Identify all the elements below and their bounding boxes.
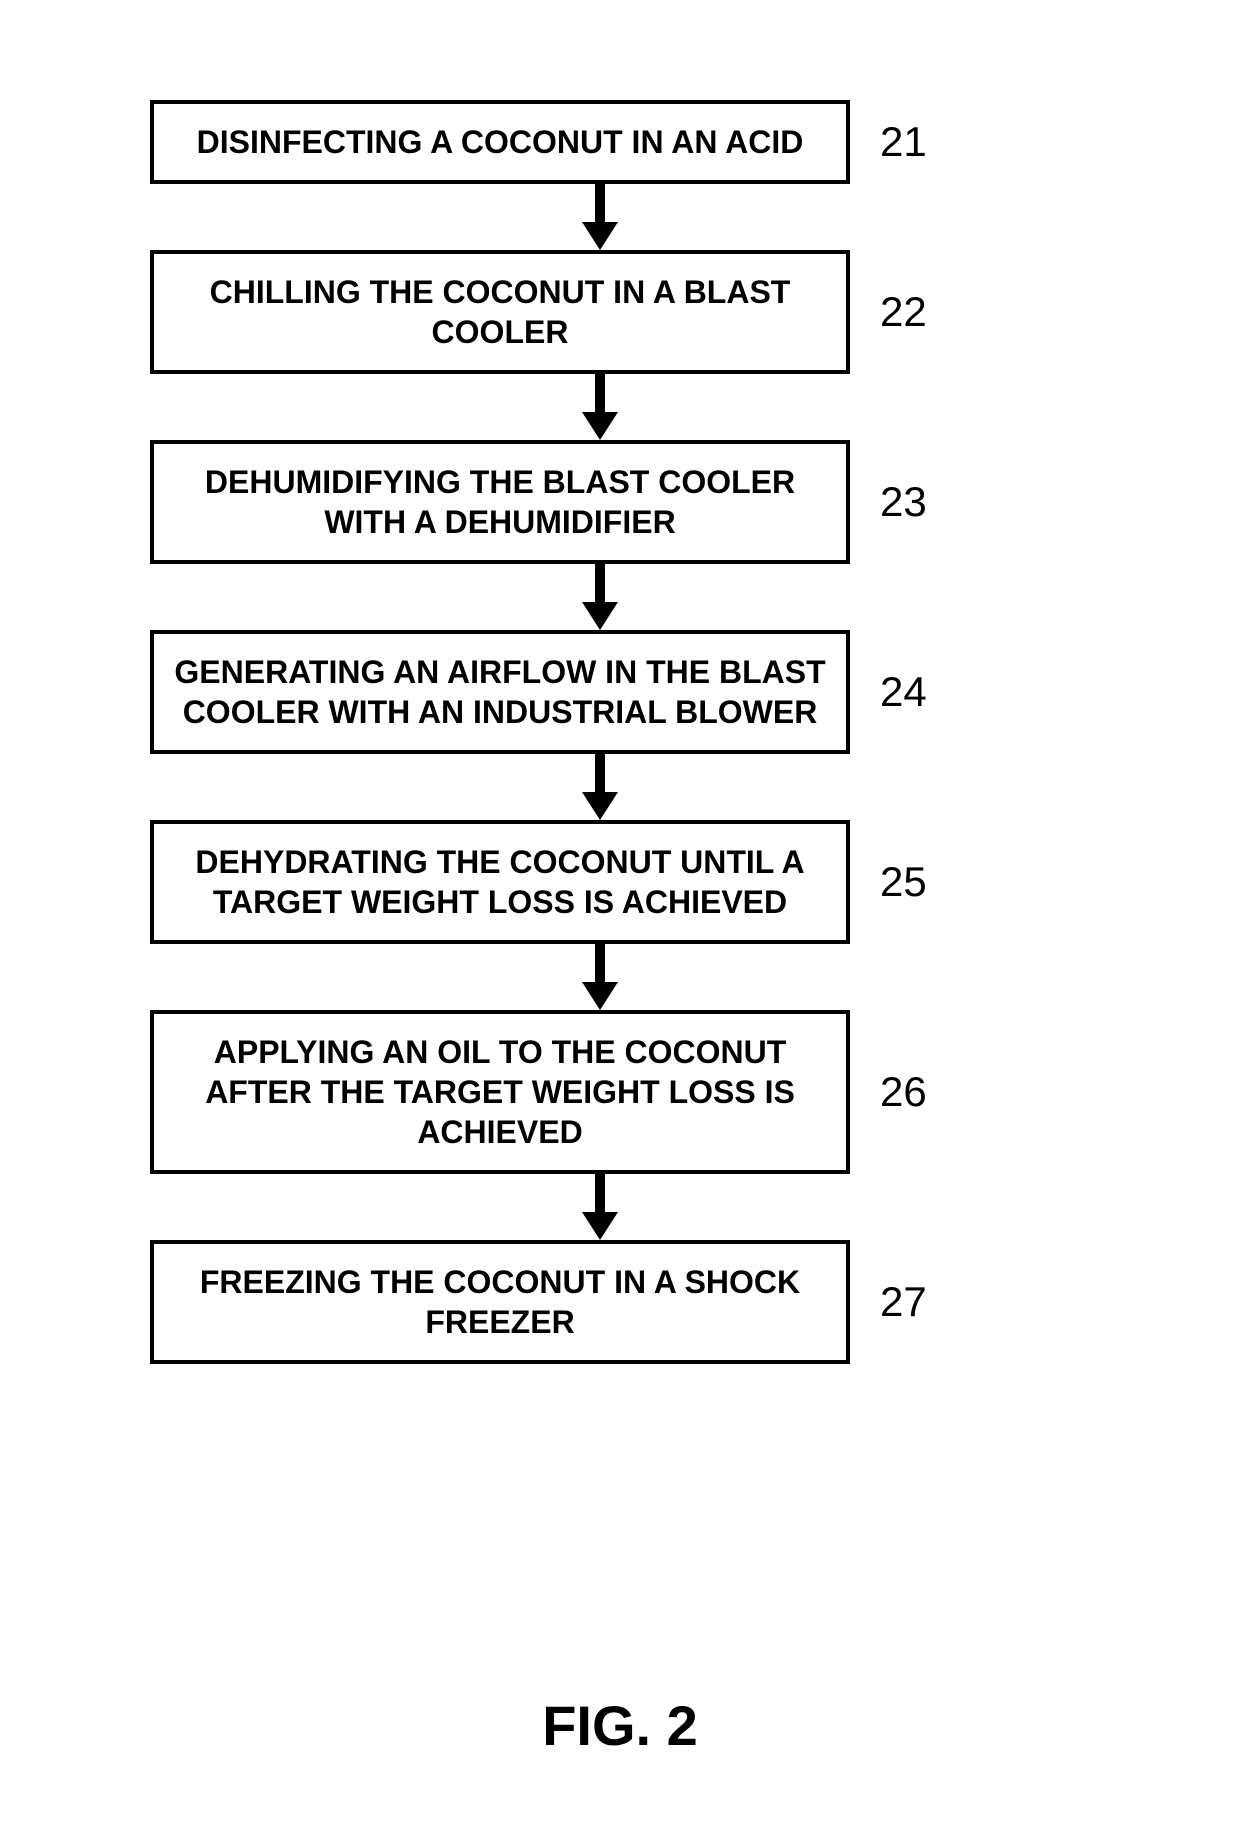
step-box-27: FREEZING THE COCONUT IN A SHOCK FREEZER — [150, 1240, 850, 1364]
flowchart-container: DISINFECTING A COCONUT IN AN ACID 21 CHI… — [150, 100, 1050, 1364]
arrow-down-icon — [578, 1174, 622, 1240]
flow-step: FREEZING THE COCONUT IN A SHOCK FREEZER … — [150, 1240, 1050, 1364]
step-number: 22 — [880, 288, 960, 336]
arrow-down-icon — [578, 564, 622, 630]
step-number: 21 — [880, 118, 960, 166]
flow-step: CHILLING THE COCONUT IN A BLAST COOLER 2… — [150, 250, 1050, 374]
step-number: 25 — [880, 858, 960, 906]
flow-step: APPLYING AN OIL TO THE COCONUT AFTER THE… — [150, 1010, 1050, 1174]
step-box-26: APPLYING AN OIL TO THE COCONUT AFTER THE… — [150, 1010, 850, 1174]
arrow-wrap — [250, 754, 950, 820]
arrow-down-icon — [578, 184, 622, 250]
arrow-wrap — [250, 374, 950, 440]
step-box-23: DEHUMIDIFYING THE BLAST COOLER WITH A DE… — [150, 440, 850, 564]
flow-step: DEHYDRATING THE COCONUT UNTIL A TARGET W… — [150, 820, 1050, 944]
step-box-21: DISINFECTING A COCONUT IN AN ACID — [150, 100, 850, 184]
figure-label: FIG. 2 — [0, 1693, 1240, 1758]
arrow-down-icon — [578, 944, 622, 1010]
step-box-22: CHILLING THE COCONUT IN A BLAST COOLER — [150, 250, 850, 374]
step-number: 26 — [880, 1068, 960, 1116]
step-box-25: DEHYDRATING THE COCONUT UNTIL A TARGET W… — [150, 820, 850, 944]
flow-step: DEHUMIDIFYING THE BLAST COOLER WITH A DE… — [150, 440, 1050, 564]
arrow-wrap — [250, 184, 950, 250]
step-number: 27 — [880, 1278, 960, 1326]
arrow-wrap — [250, 944, 950, 1010]
arrow-wrap — [250, 1174, 950, 1240]
flow-step: DISINFECTING A COCONUT IN AN ACID 21 — [150, 100, 1050, 184]
step-number: 23 — [880, 478, 960, 526]
arrow-down-icon — [578, 374, 622, 440]
flow-step: GENERATING AN AIRFLOW IN THE BLAST COOLE… — [150, 630, 1050, 754]
arrow-down-icon — [578, 754, 622, 820]
step-box-24: GENERATING AN AIRFLOW IN THE BLAST COOLE… — [150, 630, 850, 754]
step-number: 24 — [880, 668, 960, 716]
arrow-wrap — [250, 564, 950, 630]
